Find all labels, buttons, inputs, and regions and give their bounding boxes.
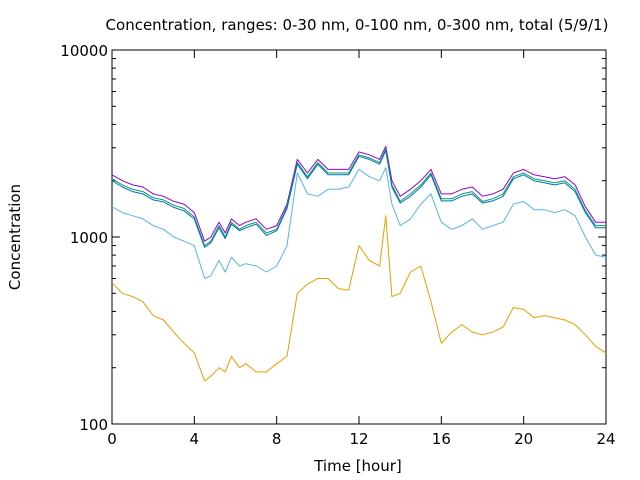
y-axis-label: Concentration — [6, 184, 24, 290]
chart-title: Concentration, ranges: 0-30 nm, 0-100 nm… — [106, 16, 609, 34]
series-line-4 — [111, 167, 607, 279]
x-axis: 0 4 8 12 16 20 24 — [107, 50, 616, 448]
x-tick-label: 4 — [190, 430, 200, 448]
plot-frame — [111, 49, 607, 425]
y-axis: 100 1000 10000 — [60, 42, 606, 434]
y-tick-label: 10000 — [60, 42, 108, 60]
series-line-5 — [111, 215, 607, 382]
y-tick-label: 1000 — [70, 229, 108, 247]
x-tick-label: 0 — [107, 430, 117, 448]
y-tick-label: 100 — [79, 416, 108, 434]
x-tick-label: 24 — [596, 430, 615, 448]
series-line-2 — [111, 148, 606, 247]
x-tick-label: 12 — [349, 430, 368, 448]
series-line-3 — [111, 150, 606, 248]
x-tick-label: 16 — [432, 430, 451, 448]
x-tick-label: 8 — [272, 430, 282, 448]
x-tick-label: 20 — [514, 430, 533, 448]
series-line-1 — [111, 145, 606, 242]
series-lines — [111, 145, 607, 382]
x-axis-label: Time [hour] — [313, 457, 402, 475]
